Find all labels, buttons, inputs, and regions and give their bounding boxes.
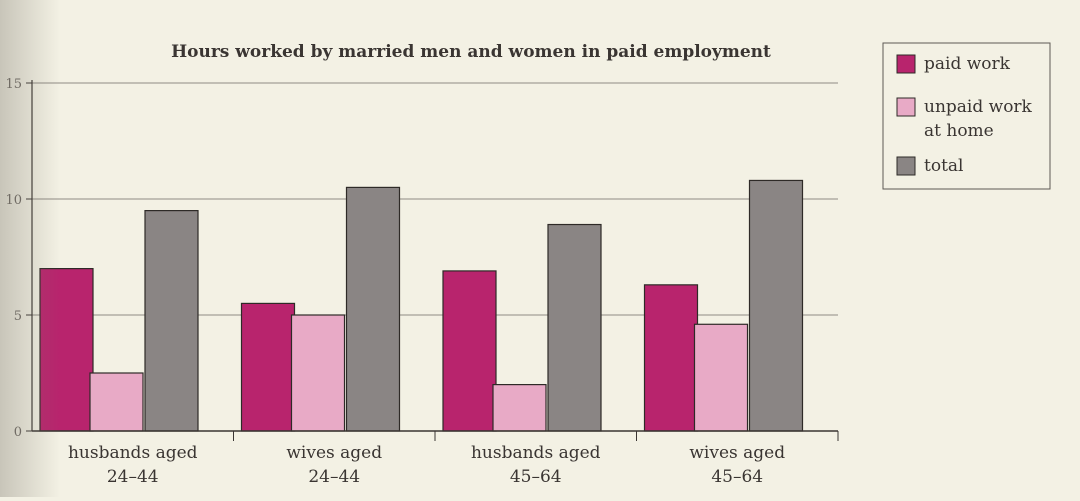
chart-title: Hours worked by married men and women in… (171, 42, 771, 62)
legend-swatch-2 (896, 156, 916, 176)
bar-0-2 (442, 270, 497, 432)
x-tick-label: 45–64 (711, 467, 763, 487)
bar-1-0 (89, 372, 144, 432)
legend-label: unpaid work (924, 97, 1033, 117)
y-tick-label: 0 (14, 425, 22, 440)
x-tick-label: 24–44 (308, 467, 360, 487)
y-tick-label: 5 (14, 309, 22, 324)
x-tick-label: husbands aged (471, 443, 601, 463)
bar-2-2 (547, 223, 602, 432)
legend-box (882, 42, 1051, 190)
legend-label: paid work (924, 54, 1011, 74)
bar-2-3 (748, 179, 804, 432)
y-tick-label: 10 (5, 193, 22, 208)
x-tick-label: wives aged (689, 443, 785, 463)
bar-1-2 (492, 384, 547, 432)
bar-0-0 (39, 268, 94, 432)
legend-label: total (924, 156, 963, 176)
x-tick-label: 45–64 (510, 467, 562, 487)
y-tick-label: 15 (5, 77, 22, 92)
legend-swatch-1 (896, 97, 916, 117)
bar-2-1 (345, 186, 401, 432)
bar-2-0 (144, 210, 199, 432)
x-tick-label: wives aged (286, 443, 382, 463)
x-tick-label: husbands aged (68, 443, 198, 463)
bar-1-3 (693, 323, 749, 432)
x-tick-label: 24–44 (107, 467, 159, 487)
bar-0-1 (240, 302, 296, 432)
bar-0-3 (643, 284, 699, 432)
legend-swatch-0 (896, 54, 916, 74)
legend-label: at home (924, 121, 994, 141)
bar-1-1 (290, 314, 346, 432)
